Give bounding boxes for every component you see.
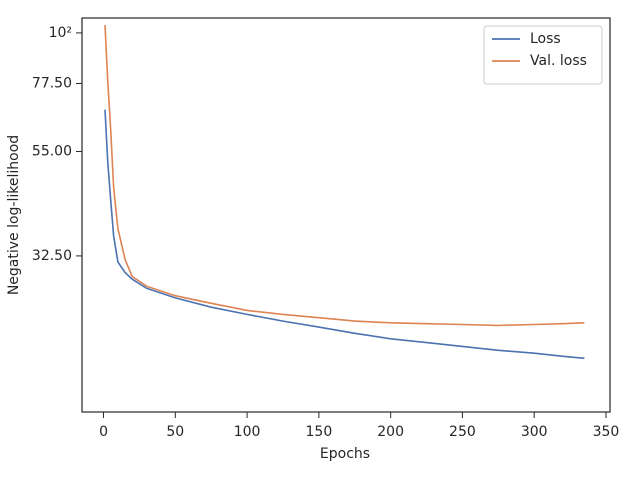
x-tick-label: 150 bbox=[306, 424, 333, 440]
legend-box bbox=[483, 25, 603, 85]
x-axis-label: Epochs bbox=[320, 446, 370, 462]
x-tick-label: 100 bbox=[234, 424, 261, 440]
x-tick-label: 250 bbox=[449, 424, 476, 440]
x-tick-label: 0 bbox=[99, 424, 108, 440]
plot-frame bbox=[81, 17, 611, 413]
y-tick-label: 32.50 bbox=[32, 248, 72, 264]
x-tick-label: 200 bbox=[377, 424, 404, 440]
x-tick-label: 300 bbox=[521, 424, 548, 440]
x-tick-label: 350 bbox=[593, 424, 620, 440]
y-tick-label: 77.50 bbox=[32, 75, 72, 91]
line-series bbox=[104, 25, 585, 327]
y-axis-label: Negative log-likelihood bbox=[6, 135, 22, 295]
line-series bbox=[104, 109, 585, 360]
y-tick-label: 55.00 bbox=[32, 144, 72, 160]
legend-label: Loss bbox=[530, 31, 561, 47]
y-tick-label: 10² bbox=[49, 25, 72, 41]
x-tick-label: 50 bbox=[166, 424, 184, 440]
legend-label: Val. loss bbox=[530, 53, 587, 69]
